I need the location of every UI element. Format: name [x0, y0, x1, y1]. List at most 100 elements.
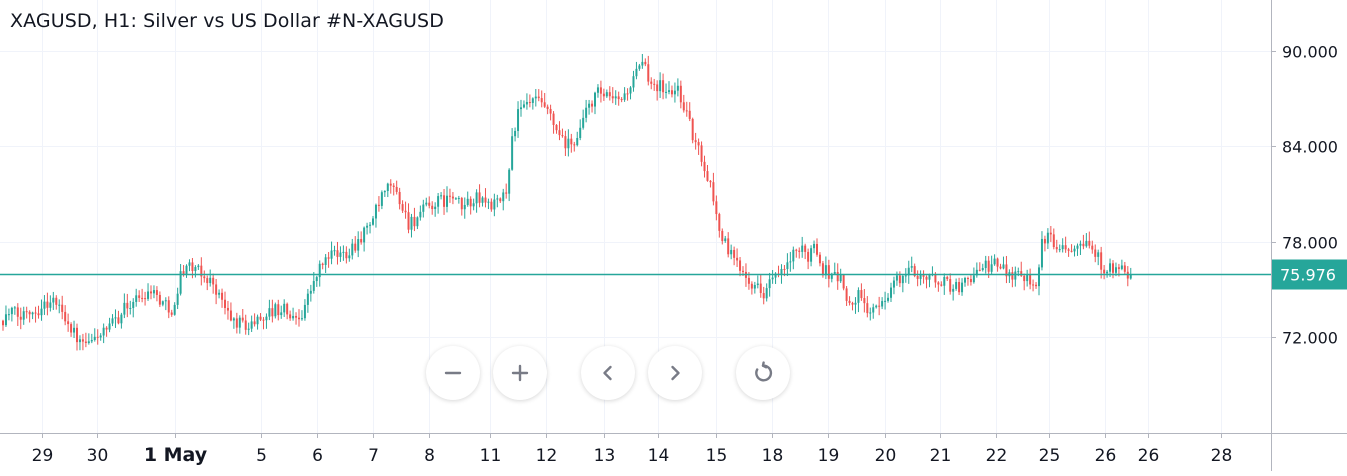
candle: [605, 89, 608, 98]
candle-body: [827, 265, 830, 279]
candle-body: [443, 195, 446, 207]
candle: [1091, 240, 1094, 254]
candle: [872, 303, 875, 319]
candle: [111, 314, 114, 327]
candle: [759, 274, 762, 298]
candle-body: [845, 288, 848, 301]
candle: [197, 264, 200, 270]
candles: [2, 53, 1132, 351]
candle: [93, 328, 96, 342]
candle: [564, 130, 567, 157]
candle: [226, 300, 229, 320]
candle-body: [792, 249, 795, 262]
candle: [463, 197, 466, 219]
candle: [1026, 269, 1029, 287]
candle-body: [342, 251, 345, 253]
candle: [978, 262, 981, 272]
candle: [591, 100, 594, 113]
candle-body: [241, 317, 244, 321]
candle: [76, 323, 78, 351]
candle-body: [460, 198, 463, 210]
candle-body: [706, 171, 709, 181]
candle: [446, 186, 448, 213]
candle: [537, 89, 540, 102]
candle-body: [836, 272, 839, 282]
candle-body: [623, 93, 626, 100]
candle-body: [537, 96, 540, 99]
price-axis[interactable]: 72.000 78.000 84.000 90.000 75.976: [1271, 43, 1347, 348]
candle: [141, 288, 144, 303]
zoom-out-button[interactable]: [426, 346, 480, 400]
candle-body: [875, 305, 878, 308]
candle: [105, 326, 108, 337]
candle: [472, 198, 475, 211]
candle: [52, 291, 55, 310]
candle: [1055, 239, 1058, 253]
zoom-in-button[interactable]: [493, 346, 547, 400]
candle-body: [1076, 245, 1079, 249]
candle-body: [419, 211, 422, 218]
candle: [300, 310, 303, 321]
candle-body: [762, 293, 765, 299]
candle-body: [1049, 232, 1052, 235]
x-tick-label: 11: [480, 446, 502, 466]
candle-body: [887, 297, 890, 301]
candle: [1070, 244, 1073, 253]
candle: [280, 305, 283, 319]
candle-body: [170, 312, 173, 315]
candle-body: [673, 90, 676, 95]
candle: [694, 132, 697, 150]
x-tick-label: 12: [536, 446, 558, 466]
candle-body: [1043, 238, 1046, 244]
candle: [250, 315, 253, 332]
candle: [407, 203, 410, 234]
candle-body: [99, 335, 102, 338]
candle-body: [303, 304, 306, 319]
candle-body: [964, 278, 966, 283]
candle: [475, 189, 478, 213]
candle-body: [724, 238, 727, 242]
candle-body: [605, 92, 608, 97]
candle: [842, 273, 845, 291]
candle-body: [1011, 272, 1014, 280]
candle: [135, 288, 138, 307]
candle-body: [978, 269, 981, 271]
candle-body: [161, 301, 164, 305]
candle: [949, 273, 952, 295]
candle-body: [410, 216, 413, 230]
candle: [70, 322, 73, 337]
candle: [576, 131, 579, 147]
scroll-right-button[interactable]: [648, 346, 702, 400]
candle: [638, 63, 641, 71]
candle: [339, 246, 342, 262]
time-axis[interactable]: 29 30 1 May 5 6 7 8 11 12 13 14 15 18 19 20 21 22 25 26 26 2…: [32, 433, 1233, 466]
candle-body: [1032, 284, 1035, 286]
candle-body: [141, 297, 144, 299]
reset-chart-button[interactable]: [736, 346, 790, 400]
candle: [147, 283, 150, 301]
candle-body: [283, 303, 286, 313]
candle-body: [19, 316, 22, 320]
candle-body: [206, 278, 209, 284]
candle: [1103, 265, 1106, 280]
y-tick-label: 78.000: [1282, 234, 1338, 253]
candle: [155, 286, 158, 302]
candle: [810, 245, 813, 267]
candle: [1032, 279, 1035, 292]
candle: [925, 275, 928, 289]
candle: [567, 129, 570, 157]
candle-body: [259, 316, 262, 320]
candle-body: [807, 251, 810, 262]
candle-body: [232, 318, 235, 321]
candle-body: [87, 341, 90, 343]
candle-body: [813, 243, 816, 249]
candle-body: [93, 336, 96, 341]
candle-body: [22, 311, 25, 320]
x-tick-label: 28: [1211, 446, 1233, 466]
scroll-left-button[interactable]: [581, 346, 635, 400]
candle: [736, 248, 739, 267]
candle-body: [857, 290, 860, 303]
x-tick-label: 20: [875, 446, 897, 466]
